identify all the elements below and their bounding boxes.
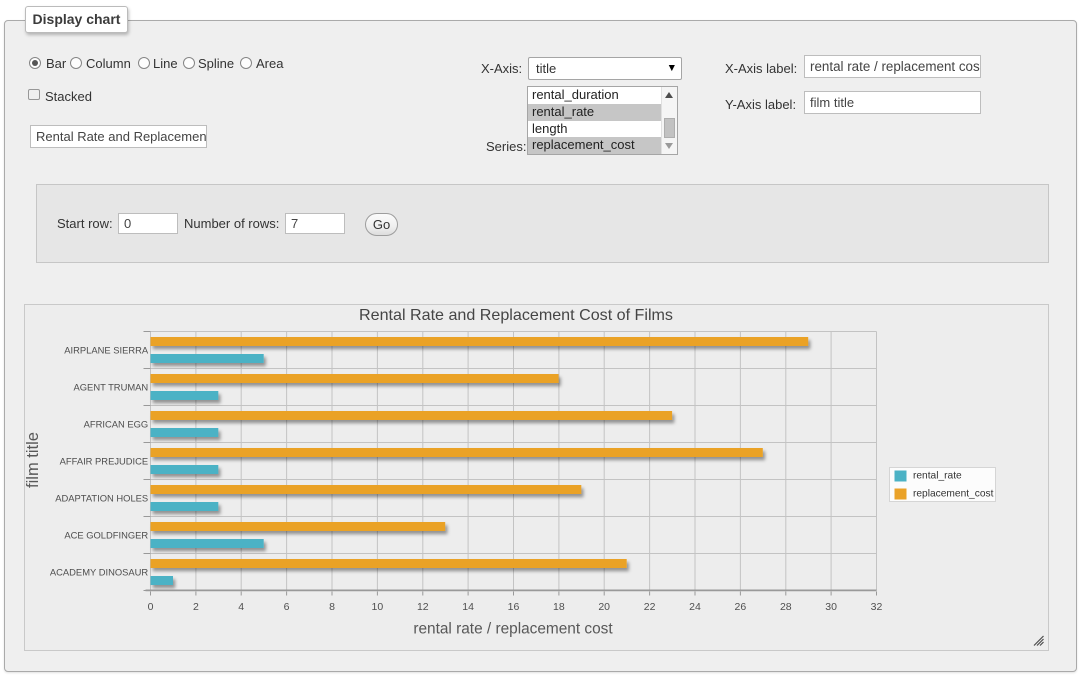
svg-text:AIRPLANE SIERRA: AIRPLANE SIERRA [64, 345, 149, 356]
svg-text:18: 18 [553, 601, 565, 613]
svg-text:replacement_cost: replacement_cost [913, 489, 994, 500]
svg-text:ACADEMY DINOSAUR: ACADEMY DINOSAUR [50, 567, 149, 578]
svg-text:14: 14 [462, 601, 474, 613]
svg-text:26: 26 [735, 601, 747, 613]
svg-text:ADAPTATION HOLES: ADAPTATION HOLES [55, 493, 148, 504]
svg-text:10: 10 [372, 601, 384, 613]
svg-text:AGENT TRUMAN: AGENT TRUMAN [74, 382, 149, 393]
svg-text:8: 8 [329, 601, 335, 613]
svg-text:28: 28 [780, 601, 792, 613]
svg-text:film title: film title [25, 432, 42, 488]
svg-text:6: 6 [284, 601, 290, 613]
svg-text:AFRICAN EGG: AFRICAN EGG [84, 419, 149, 430]
svg-text:32: 32 [871, 601, 883, 613]
svg-text:Rental Rate and Replacement Co: Rental Rate and Replacement Cost of Film… [359, 306, 673, 324]
svg-text:2: 2 [193, 601, 199, 613]
svg-text:AFFAIR PREJUDICE: AFFAIR PREJUDICE [60, 456, 149, 467]
svg-text:12: 12 [417, 601, 429, 613]
svg-text:ACE GOLDFINGER: ACE GOLDFINGER [64, 530, 148, 541]
svg-text:0: 0 [148, 601, 154, 613]
svg-text:rental rate / replacement cost: rental rate / replacement cost [413, 621, 613, 638]
svg-text:30: 30 [825, 601, 837, 613]
svg-text:20: 20 [598, 601, 610, 613]
svg-text:4: 4 [238, 601, 244, 613]
svg-text:22: 22 [644, 601, 656, 613]
svg-text:rental_rate: rental_rate [913, 471, 962, 482]
svg-text:24: 24 [689, 601, 701, 613]
svg-text:16: 16 [508, 601, 520, 613]
